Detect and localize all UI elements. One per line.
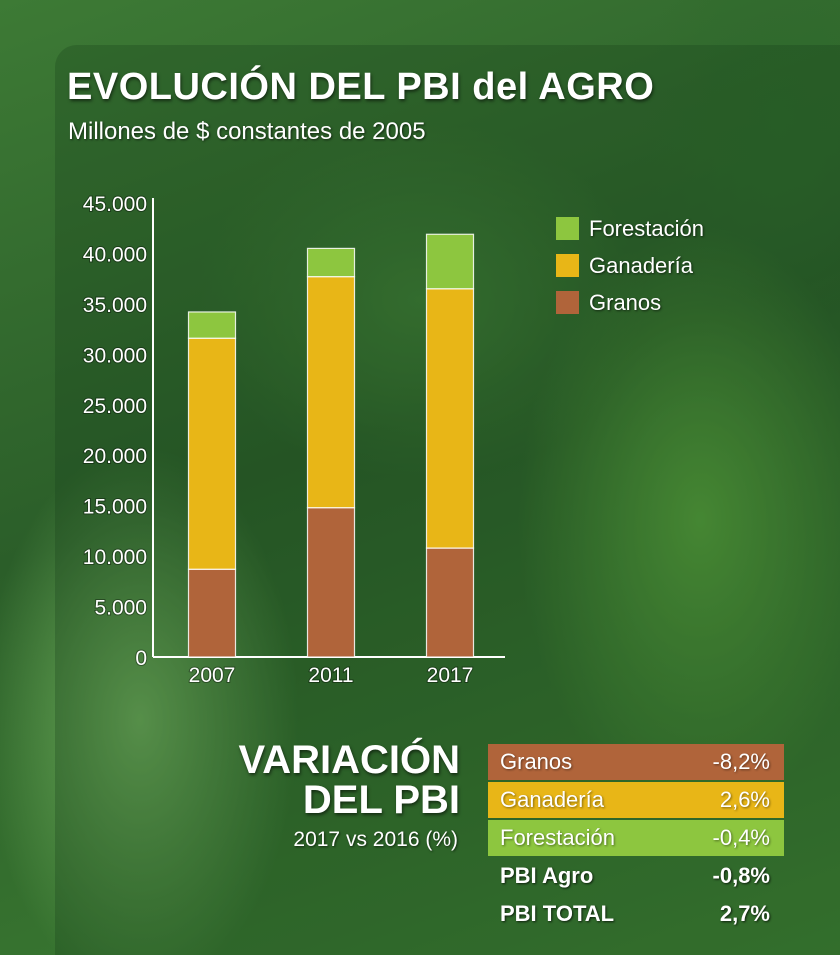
variation-row-granos: Granos -8,2% bbox=[488, 744, 784, 780]
legend-label-ganaderia: Ganadería bbox=[589, 252, 693, 278]
variation-label-forestacion: Forestación bbox=[500, 825, 615, 850]
legend-item-granos: Granos bbox=[556, 284, 704, 321]
variation-title: VARIACIÓN DEL PBI bbox=[239, 740, 460, 820]
variation-label-ganaderia: Ganadería bbox=[500, 787, 604, 812]
x-tick-label: 2017 bbox=[427, 664, 474, 687]
stacked-bar-chart: 0 5.000 10.000 15.000 20.000 25.000 30.000 35.0… bbox=[81, 192, 475, 688]
chart-legend: Forestación Ganadería Granos bbox=[556, 210, 704, 321]
variation-row-pbi-agro: PBI Agro -0,8% bbox=[488, 858, 784, 894]
bar-segment-forestacion-2017 bbox=[425, 233, 475, 290]
y-tick-label: 10.000 bbox=[83, 546, 147, 569]
variation-title-line2: DEL PBI bbox=[302, 778, 460, 822]
y-tick-label: 25.000 bbox=[83, 395, 147, 418]
y-tick-label: 15.000 bbox=[83, 496, 147, 519]
legend-label-granos: Granos bbox=[589, 289, 662, 315]
legend-swatch-ganaderia bbox=[556, 254, 579, 277]
variation-row-pbi-total: PBI TOTAL 2,7% bbox=[488, 896, 784, 932]
variation-value-pbi-agro: -0,8% bbox=[712, 863, 770, 888]
variation-value-pbi-total: 2,7% bbox=[719, 901, 770, 926]
variation-row-ganaderia: Ganadería 2,6% bbox=[488, 782, 784, 818]
y-tick-label: 30.000 bbox=[83, 344, 147, 367]
bar-segment-forestacion-2011 bbox=[306, 247, 356, 278]
y-tick-label: 40.000 bbox=[83, 243, 147, 266]
variation-label-pbi-total: PBI TOTAL bbox=[500, 901, 615, 926]
x-tick-label: 2007 bbox=[189, 664, 236, 687]
y-tick-label: 35.000 bbox=[83, 294, 147, 317]
bar-segment-ganaderia-2007 bbox=[187, 337, 237, 570]
bar-segment-granos-2017 bbox=[425, 547, 475, 658]
legend-swatch-forestacion bbox=[556, 217, 579, 240]
legend-label-forestacion: Forestación bbox=[589, 215, 704, 241]
y-tick-label: 0 bbox=[135, 647, 147, 670]
variation-value-ganaderia: 2,6% bbox=[719, 787, 770, 812]
variation-table: Granos -8,2% Ganadería 2,6% Forestación … bbox=[488, 744, 784, 934]
variation-value-forestacion: -0,4% bbox=[712, 825, 770, 850]
chart-title: EVOLUCIÓN DEL PBI del AGRO bbox=[67, 66, 655, 108]
bar-segment-ganaderia-2011 bbox=[306, 276, 356, 509]
variation-value-granos: -8,2% bbox=[712, 749, 770, 774]
variation-title-line1: VARIACIÓN bbox=[238, 738, 460, 782]
legend-item-forestacion: Forestación bbox=[556, 210, 704, 247]
bar-segment-forestacion-2007 bbox=[187, 311, 237, 339]
bar-segment-granos-2007 bbox=[187, 568, 237, 658]
variation-label-pbi-agro: PBI Agro bbox=[500, 863, 594, 888]
legend-swatch-granos bbox=[556, 291, 579, 314]
legend-item-ganaderia: Ganadería bbox=[556, 247, 704, 284]
bar-segment-ganaderia-2017 bbox=[425, 288, 475, 549]
bar-segment-granos-2011 bbox=[306, 507, 356, 658]
x-tick-label: 2011 bbox=[308, 664, 353, 687]
y-tick-label: 5.000 bbox=[94, 597, 147, 620]
y-tick-label: 45.000 bbox=[83, 193, 147, 216]
variation-subtitle: 2017 vs 2016 (%) bbox=[293, 828, 458, 851]
variation-label-granos: Granos bbox=[500, 749, 573, 774]
variation-row-forestacion: Forestación -0,4% bbox=[488, 820, 784, 856]
chart-subtitle: Millones de $ constantes de 2005 bbox=[68, 118, 426, 145]
y-tick-label: 20.000 bbox=[83, 445, 147, 468]
